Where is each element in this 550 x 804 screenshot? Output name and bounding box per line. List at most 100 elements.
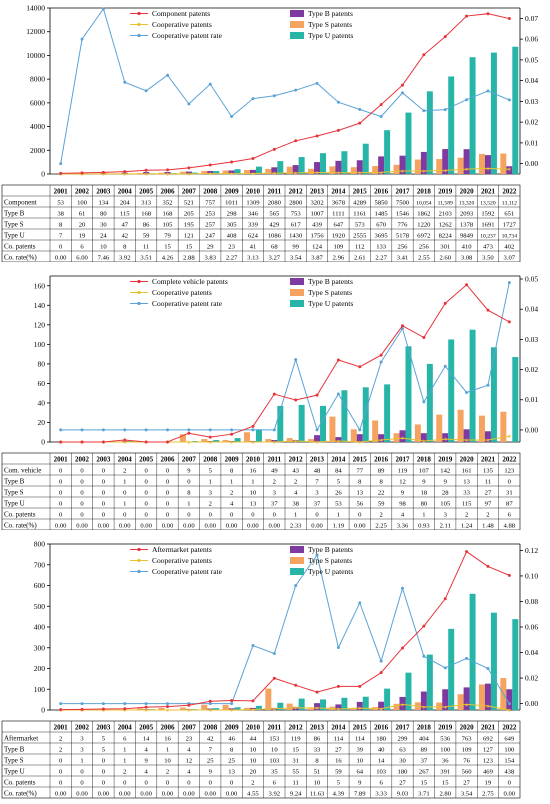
y-tick-label: 400 <box>34 623 46 632</box>
table-row-label: Co. rate(%) <box>4 254 37 262</box>
y2-tick-label: 0.06 <box>525 623 538 632</box>
table-cell: 79 <box>164 233 171 240</box>
table-cell: 14 <box>378 758 385 765</box>
table-cell: 1 <box>251 479 254 486</box>
table-cell: 757 <box>205 200 216 207</box>
table-cell: 15 <box>186 244 193 251</box>
table-cell: 0 <box>166 512 170 519</box>
year-label: 2013 <box>310 188 325 196</box>
table-cell: 0.00 <box>119 791 131 798</box>
rate-line <box>61 283 510 430</box>
table-cell: 100 <box>77 200 88 207</box>
table-cell: 1 <box>123 747 126 754</box>
table-cell: 0 <box>144 479 148 486</box>
y-tick-label: 0 <box>41 170 45 179</box>
table-cell: 4 <box>401 512 405 519</box>
table-cell: 1 <box>209 479 212 486</box>
table-cell: 6 <box>379 780 383 787</box>
table-cell: 26 <box>335 490 342 497</box>
y-tick-label: 8000 <box>30 75 45 84</box>
year-label: 2007 <box>182 456 197 464</box>
table-cell: 68 <box>271 244 278 251</box>
table-cell: 3.33 <box>375 791 387 798</box>
table-cell: 4 <box>144 769 148 776</box>
typeU-bar <box>277 161 283 174</box>
year-label: 2012 <box>289 724 304 732</box>
table-row-label: Component <box>4 199 37 207</box>
total-point <box>316 135 319 138</box>
table-cell: 16 <box>250 468 257 475</box>
table-cell: 0 <box>59 780 63 787</box>
typeU-bar <box>405 346 411 442</box>
table-cell: 13,112 <box>502 201 517 207</box>
rate-point <box>422 109 425 112</box>
table-cell: 536 <box>440 736 451 743</box>
table-cell: 15 <box>421 780 428 787</box>
table-cell: 89 <box>421 747 428 754</box>
table-cell: 42 <box>121 233 128 240</box>
table-row-label: Type B <box>4 210 25 218</box>
typeU-bar <box>491 613 497 710</box>
typeS-bar <box>329 417 335 442</box>
year-label: 2022 <box>502 188 517 196</box>
table-cell: 2 <box>123 769 126 776</box>
rate-point <box>465 657 468 660</box>
table-cell: 25 <box>228 758 235 765</box>
year-label: 2021 <box>481 724 496 732</box>
total-point <box>145 169 148 172</box>
table-row-label: Com. vehicle <box>4 467 41 475</box>
coop-point: ✶ <box>507 167 512 174</box>
table-cell: 0.00 <box>183 791 195 798</box>
rate-point <box>316 428 319 431</box>
table-cell: 28 <box>442 490 449 497</box>
table-cell: 0 <box>102 468 106 475</box>
table-cell: 168 <box>163 211 174 218</box>
table-cell: 180 <box>376 736 387 743</box>
legend-label: Type B patents <box>308 277 353 286</box>
table-cell: 0 <box>187 512 191 519</box>
table-cell: 36 <box>442 758 449 765</box>
table-cell: 18 <box>421 490 428 497</box>
rate-point <box>123 702 126 705</box>
legend-marker <box>137 280 140 283</box>
y-tick-label: 4000 <box>30 122 45 131</box>
total-point <box>444 597 447 600</box>
rate-point <box>380 660 383 663</box>
table-cell: 119 <box>291 736 301 743</box>
typeS-bar <box>372 421 378 442</box>
table-cell: 11.63 <box>310 791 325 798</box>
table-cell: 267 <box>419 769 430 776</box>
coop-point: ✶ <box>400 436 405 443</box>
table-cell: 1 <box>230 479 233 486</box>
table-cell: 2103 <box>439 211 453 218</box>
rate-line <box>61 9 510 164</box>
total-point <box>187 166 190 169</box>
table-cell: 38 <box>292 501 299 508</box>
y-tick-label: 2000 <box>30 146 45 155</box>
table-cell: 4 <box>187 747 191 754</box>
legend-marker <box>137 291 140 294</box>
table-cell: 76 <box>463 758 470 765</box>
typeS-bar <box>244 432 250 442</box>
total-point <box>316 394 319 397</box>
legend-marker <box>137 559 140 562</box>
y-tick-label: 500 <box>34 602 46 611</box>
table-cell: 98 <box>399 501 406 508</box>
legend-marker <box>137 548 140 551</box>
table-cell: 1862 <box>417 211 430 218</box>
y-tick-label: 20 <box>38 418 46 427</box>
coop-point: ✶ <box>315 440 320 447</box>
table-cell: 1485 <box>375 211 389 218</box>
year-label: 2011 <box>268 456 282 464</box>
y-tick-label: 10000 <box>26 51 45 60</box>
typeU-bar <box>299 157 305 174</box>
table-cell: 1 <box>123 758 126 765</box>
table-cell: 53 <box>57 200 64 207</box>
table-cell: 0.00 <box>76 523 88 530</box>
typeS-bar <box>308 169 314 174</box>
rate-point <box>486 90 489 93</box>
table-cell: 3678 <box>332 200 346 207</box>
table-cell: 0 <box>80 479 84 486</box>
year-label: 2015 <box>353 188 368 196</box>
